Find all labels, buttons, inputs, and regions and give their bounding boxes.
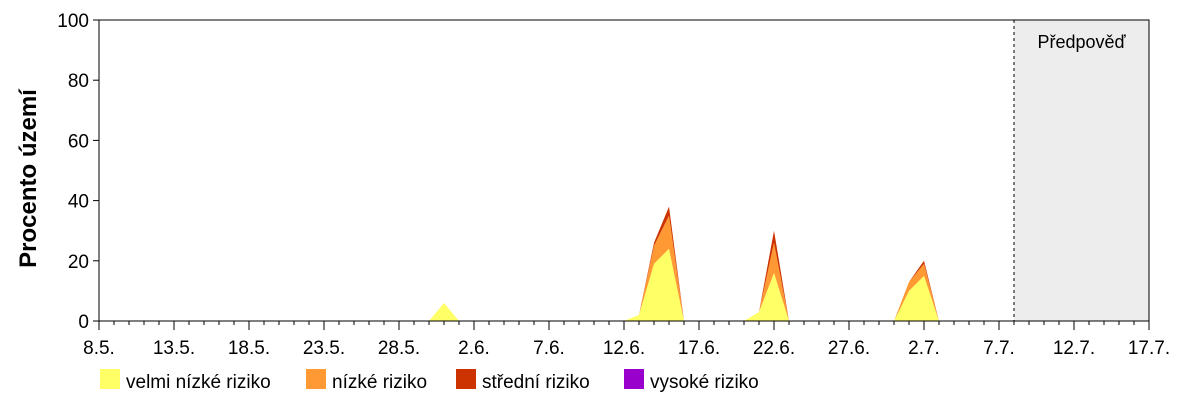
area-series-2 (99, 206, 1149, 321)
legend-label-0: velmi nízké riziko (126, 372, 271, 393)
y-tick-label-2: 40 (68, 192, 89, 213)
area-series-0 (99, 248, 1149, 321)
y-tick-label-0: 0 (78, 312, 89, 333)
x-tick-label-5: 2.6. (458, 338, 490, 359)
legend-swatch-1 (306, 369, 326, 389)
x-tick-label-3: 23.5. (303, 338, 345, 359)
x-tick-label-12: 7.7. (983, 338, 1015, 359)
plot-frame (98, 19, 1150, 322)
legend-label-3: vysoké riziko (650, 372, 759, 393)
forecast-label: Předpověď (1037, 32, 1126, 52)
y-tick-label-5: 100 (57, 11, 89, 32)
x-tick-label-7: 12.6. (603, 338, 645, 359)
y-tick-label-3: 60 (68, 131, 89, 152)
y-tick-label-4: 80 (68, 71, 89, 92)
x-tick-label-2: 18.5. (228, 338, 270, 359)
x-tick-label-4: 28.5. (378, 338, 420, 359)
legend-label-2: střední riziko (482, 372, 590, 393)
x-tick-label-11: 2.7. (908, 338, 940, 359)
x-tick-label-10: 27.6. (828, 338, 870, 359)
axes: 0 20 40 60 80 100 8.5. 13.5. 18.5. 23.5. 28.5. 2.6.… (57, 11, 1170, 359)
forecast-region (1013, 20, 1149, 321)
y-tick-label-1: 20 (68, 252, 89, 273)
forecast-background (1014, 20, 1149, 321)
x-tick-label-6: 7.6. (533, 338, 565, 359)
x-tick-label-0: 8.5. (83, 338, 115, 359)
x-tick-label-8: 17.6. (678, 338, 720, 359)
x-tick-label-13: 12.7. (1053, 338, 1095, 359)
area-series-group (99, 206, 1149, 321)
legend-swatch-2 (456, 369, 476, 389)
legend: velmi nízké riziko nízké riziko střední ri… (100, 369, 759, 393)
area-series-1 (99, 215, 1149, 321)
x-tick-label-9: 22.6. (753, 338, 795, 359)
legend-swatch-3 (624, 369, 644, 389)
legend-swatch-0 (100, 369, 120, 389)
x-tick-label-14: 17.7. (1128, 338, 1170, 359)
y-axis-label: Procento území (15, 88, 42, 268)
area-series-3 (99, 206, 1149, 321)
legend-label-1: nízké riziko (332, 372, 427, 393)
x-tick-label-1: 13.5. (153, 338, 195, 359)
